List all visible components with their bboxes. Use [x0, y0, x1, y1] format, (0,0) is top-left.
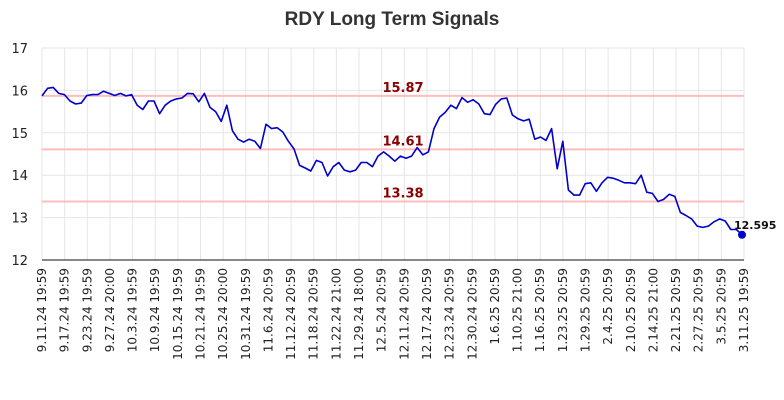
x-tick-label: 11.29.24 18:00 — [352, 268, 366, 360]
last-price-point — [738, 230, 746, 239]
last-price-label: 12.595 — [734, 219, 776, 232]
x-tick-label: 1.10.25 21:00 — [511, 268, 525, 352]
x-tick-label: 3.11.25 19:59 — [737, 268, 751, 352]
x-tick-label: 2.21.25 20:59 — [669, 268, 683, 352]
x-tick-label: 10.3.24 19:59 — [126, 268, 140, 352]
price-line — [41, 86, 743, 236]
x-tick-label: 10.9.24 19:59 — [148, 268, 162, 352]
x-tick-label: 9.27.24 20:00 — [103, 268, 117, 352]
x-tick-label: 11.22.24 21:00 — [329, 268, 343, 360]
x-tick-label: 10.21.24 19:59 — [194, 268, 208, 360]
y-tick-label: 12 — [11, 254, 28, 269]
chart-title: RDY Long Term Signals — [285, 9, 500, 30]
y-tick-label: 17 — [11, 42, 28, 57]
y-tick-label: 15 — [11, 127, 28, 142]
x-tick-label: 1.6.25 20:59 — [488, 268, 502, 345]
signal-level-label: 14.61 — [382, 134, 423, 149]
x-tick-label: 12.17.24 20:59 — [420, 268, 434, 360]
x-tick-label: 2.14.25 21:00 — [646, 268, 660, 352]
signal-level-label: 15.87 — [382, 81, 423, 96]
signal-level-label: 13.38 — [382, 186, 423, 201]
x-tick-label: 1.23.25 20:59 — [556, 268, 570, 352]
x-tick-label: 12.30.24 20:59 — [465, 268, 479, 360]
x-tick-label: 11.18.24 20:59 — [307, 268, 321, 360]
x-tick-label: 9.17.24 19:59 — [58, 268, 72, 352]
x-tick-label: 10.31.24 19:59 — [239, 268, 253, 360]
x-tick-label: 3.5.25 20:59 — [714, 268, 728, 345]
x-tick-label: 2.10.25 20:59 — [624, 268, 638, 352]
x-tick-label: 1.29.25 20:59 — [578, 268, 592, 352]
y-tick-label: 16 — [11, 84, 28, 99]
x-tick-label: 9.11.24 19:59 — [35, 268, 49, 352]
y-tick-label: 14 — [11, 169, 28, 184]
x-tick-label: 11.6.24 20:59 — [261, 268, 275, 352]
axes: 12 13 14 15 16 17 9.11.24 19:59 9.17.24 19:59 9.… — [11, 42, 751, 360]
grid — [41, 47, 745, 261]
annotations: 15.87 14.61 13.38 12.595 — [382, 81, 776, 232]
price-series — [41, 86, 746, 239]
x-tick-label: 10.25.24 20:00 — [216, 268, 230, 360]
x-tick-label: 9.23.24 19:59 — [80, 268, 94, 352]
x-tick-label: 12.11.24 20:59 — [397, 268, 411, 360]
x-tick-label: 2.4.25 20:59 — [601, 268, 615, 345]
signal-levels — [42, 94, 744, 203]
x-tick-label: 12.23.24 20:59 — [443, 268, 457, 360]
x-tick-label: 12.5.24 20:59 — [375, 268, 389, 352]
x-tick-label: 11.12.24 20:59 — [284, 268, 298, 360]
x-tick-label: 10.15.24 19:59 — [171, 268, 185, 360]
x-tick-label: 1.16.25 20:59 — [533, 268, 547, 352]
x-tick-label: 2.27.25 20:59 — [692, 268, 706, 352]
y-tick-label: 13 — [11, 212, 28, 227]
